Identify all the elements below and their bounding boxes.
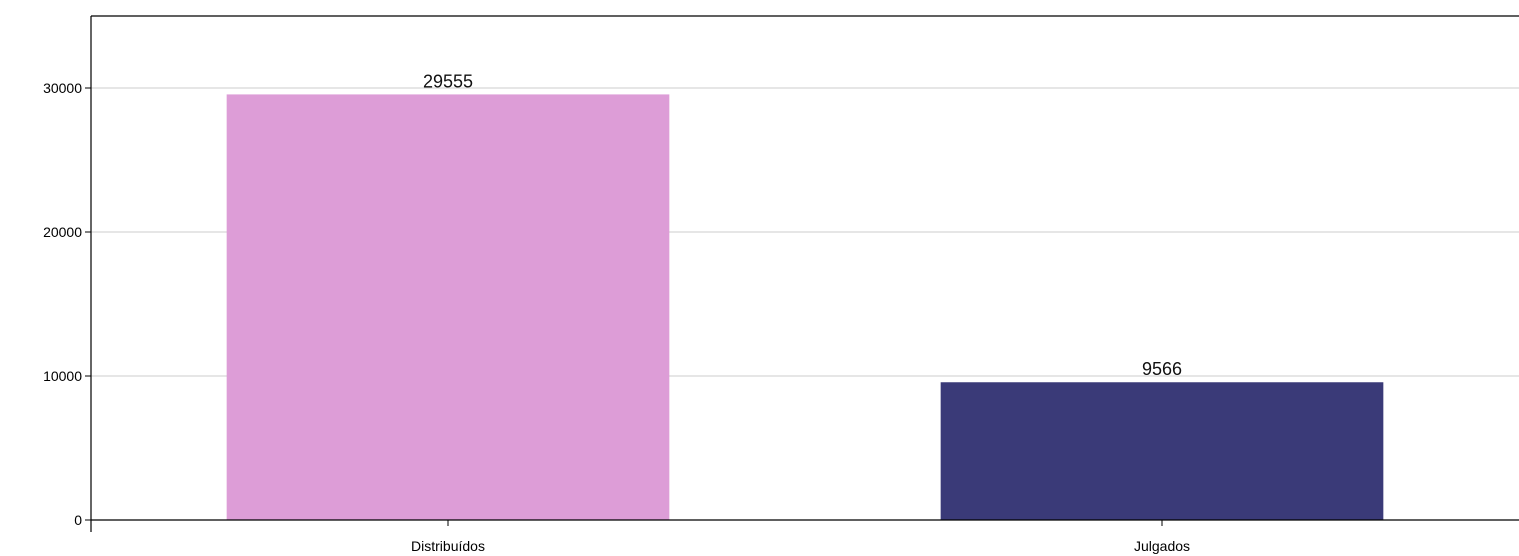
bar-value-label: 9566 bbox=[1142, 359, 1182, 379]
y-tick-label: 0 bbox=[74, 512, 82, 528]
bar-distribuídos[interactable] bbox=[226, 94, 670, 521]
axes bbox=[90, 15, 1519, 532]
bars bbox=[226, 94, 1384, 521]
y-tick-label: 30000 bbox=[43, 80, 82, 96]
labels: 0 10000 20000 30000 29555 Distribuídos 9566 Jul… bbox=[43, 71, 1190, 554]
bar-julgados[interactable] bbox=[940, 382, 1384, 520]
x-category-label: Distribuídos bbox=[411, 538, 485, 554]
y-tick-label: 10000 bbox=[43, 368, 82, 384]
y-tick-label: 20000 bbox=[43, 224, 82, 240]
x-category-label: Julgados bbox=[1134, 538, 1190, 554]
bar-value-label: 29555 bbox=[423, 71, 473, 91]
